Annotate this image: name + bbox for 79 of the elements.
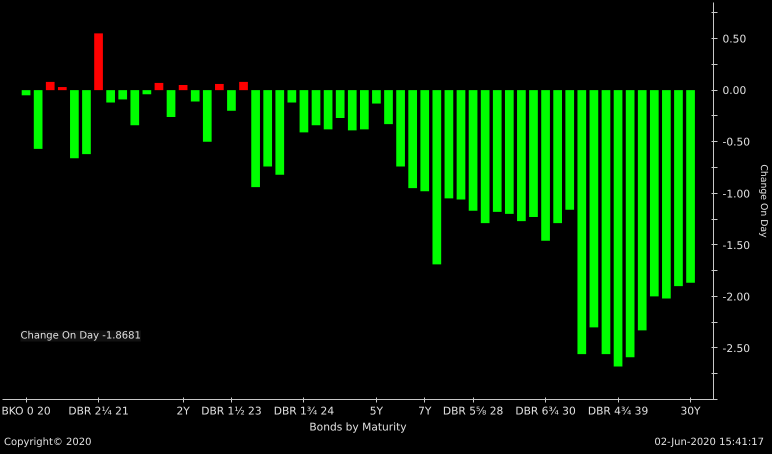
x-tick-label: DBR 4¾ 39 (588, 404, 648, 418)
bar (288, 90, 296, 103)
bar (360, 90, 369, 130)
bar (227, 90, 236, 111)
bar (58, 87, 67, 90)
bar (46, 82, 55, 90)
bar (444, 90, 454, 198)
bar (324, 90, 332, 130)
bar (492, 90, 502, 212)
bar (118, 90, 128, 100)
x-tick-label: DBR 2¼ 21 (68, 404, 129, 418)
bar (529, 90, 538, 217)
y-tick-label: -2.50 (722, 342, 750, 355)
bar (456, 90, 466, 200)
bar (384, 90, 393, 124)
bar (372, 90, 381, 104)
bar (190, 90, 200, 102)
x-tick-label: BKO 0 20 (1, 404, 51, 418)
x-tick-label: DBR 1¾ 24 (274, 404, 334, 418)
x-tick-label: 5Y (370, 404, 384, 418)
bar (202, 90, 212, 142)
x-axis-title: Bonds by Maturity (309, 420, 407, 434)
bar (565, 90, 574, 210)
x-tick-label: DBR 5⅝ 28 (442, 404, 504, 418)
bar (22, 90, 30, 96)
bar (336, 90, 345, 118)
bar (504, 90, 514, 214)
bar (166, 90, 176, 117)
bar (662, 90, 671, 298)
x-tick-label: DBR 6¾ 30 (515, 404, 576, 418)
bar (94, 33, 103, 90)
bar (638, 90, 647, 330)
text: Copyright© 2020 (4, 436, 92, 450)
y-tick-label: -1.50 (722, 238, 750, 252)
y-tick-label: -0.50 (722, 136, 750, 149)
y-tick-label: 0.50 (722, 32, 746, 46)
bar (263, 90, 272, 166)
bar (541, 90, 550, 241)
bar (142, 90, 152, 94)
bar (348, 90, 357, 130)
y-tick-label: -1.00 (722, 187, 750, 200)
y-tick-label: -2.00 (722, 290, 750, 304)
bar (300, 90, 308, 132)
bar (432, 90, 442, 264)
bar (239, 82, 248, 90)
bar (602, 90, 610, 354)
bar (215, 84, 224, 90)
x-tick-label: 2Y (176, 404, 190, 418)
x-tick-label: DBR 1½ 23 (201, 404, 262, 418)
bar (686, 90, 695, 283)
bar (408, 90, 418, 188)
bar (275, 90, 284, 175)
bar (34, 90, 42, 149)
bar (396, 90, 405, 166)
bar (577, 90, 586, 354)
bar (82, 90, 91, 154)
x-tick-label: 30Y (680, 404, 702, 418)
bar (106, 90, 115, 103)
bar (130, 90, 140, 126)
bar (674, 90, 683, 286)
y-tick-label: 0.00 (722, 84, 746, 98)
bar (312, 90, 320, 126)
annotation: Change On Day -1.8681 (20, 330, 141, 342)
bar (614, 90, 622, 367)
bar (154, 82, 164, 90)
bar (650, 90, 659, 296)
bar (553, 90, 562, 224)
x-tick-label: 7Y (418, 404, 432, 418)
bar (468, 90, 478, 211)
y-axis-title: Change On Day (758, 164, 770, 238)
bar (626, 90, 634, 358)
bar (178, 84, 188, 90)
text: 02-Jun-2020 15:41:17 (654, 436, 764, 450)
bar (480, 90, 490, 224)
bar (517, 90, 526, 222)
bar (251, 90, 260, 188)
bar (590, 90, 598, 328)
bar (420, 90, 430, 192)
bar (70, 90, 79, 158)
